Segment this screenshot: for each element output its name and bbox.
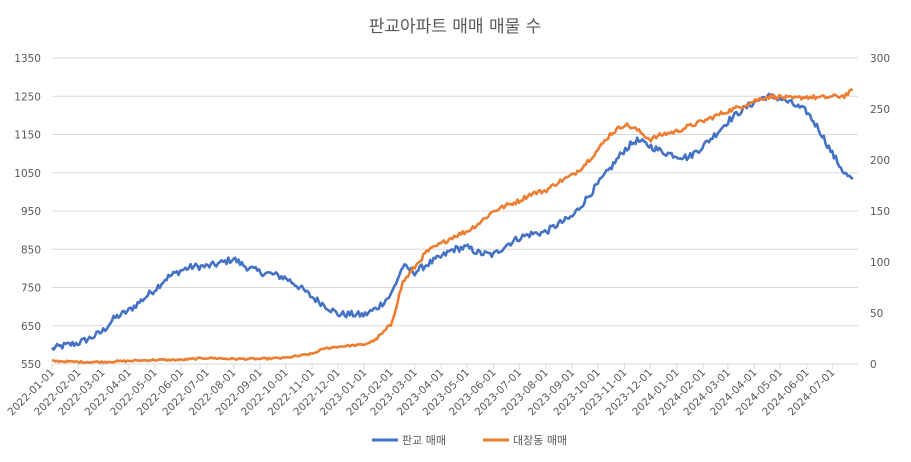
left-y-tick-label: 650 (21, 321, 41, 333)
chart-title: 판교아파트 매매 매물 수 (369, 17, 542, 37)
left-y-tick-label: 550 (21, 359, 41, 371)
legend-label-1: 판교 매매 (402, 434, 446, 447)
series-line-1 (51, 92, 854, 351)
right-y-tick-label: 300 (870, 53, 890, 65)
legend-label-2: 대장동 매매 (513, 434, 567, 447)
right-y-tick-label: 0 (870, 359, 877, 371)
right-y-tick-label: 200 (870, 155, 890, 167)
series-line-2 (51, 88, 854, 365)
right-y-tick-label: 50 (870, 308, 883, 320)
left-y-tick-label: 950 (21, 206, 41, 218)
right-y-tick-label: 250 (870, 104, 890, 116)
left-y-axis: 550 650 750 850 950 1050 1150 1250 1350 (14, 53, 41, 371)
left-y-tick-label: 750 (21, 283, 41, 295)
left-y-tick-label: 1050 (14, 168, 41, 180)
series-lines (51, 88, 854, 365)
gridlines (52, 57, 858, 365)
right-y-tick-label: 100 (870, 257, 890, 269)
x-axis: 2022-01-012022-02-012022-03-012022-04-01… (5, 364, 837, 418)
legend: 판교 매매 대장동 매매 (372, 434, 567, 447)
left-y-tick-label: 1150 (14, 130, 41, 142)
left-y-tick-label: 1350 (14, 53, 41, 65)
left-y-tick-label: 850 (21, 244, 41, 256)
right-y-axis: 0 50 100 150 200 250 300 (870, 53, 890, 371)
right-y-tick-label: 150 (870, 206, 890, 218)
left-y-tick-label: 1250 (14, 91, 41, 103)
